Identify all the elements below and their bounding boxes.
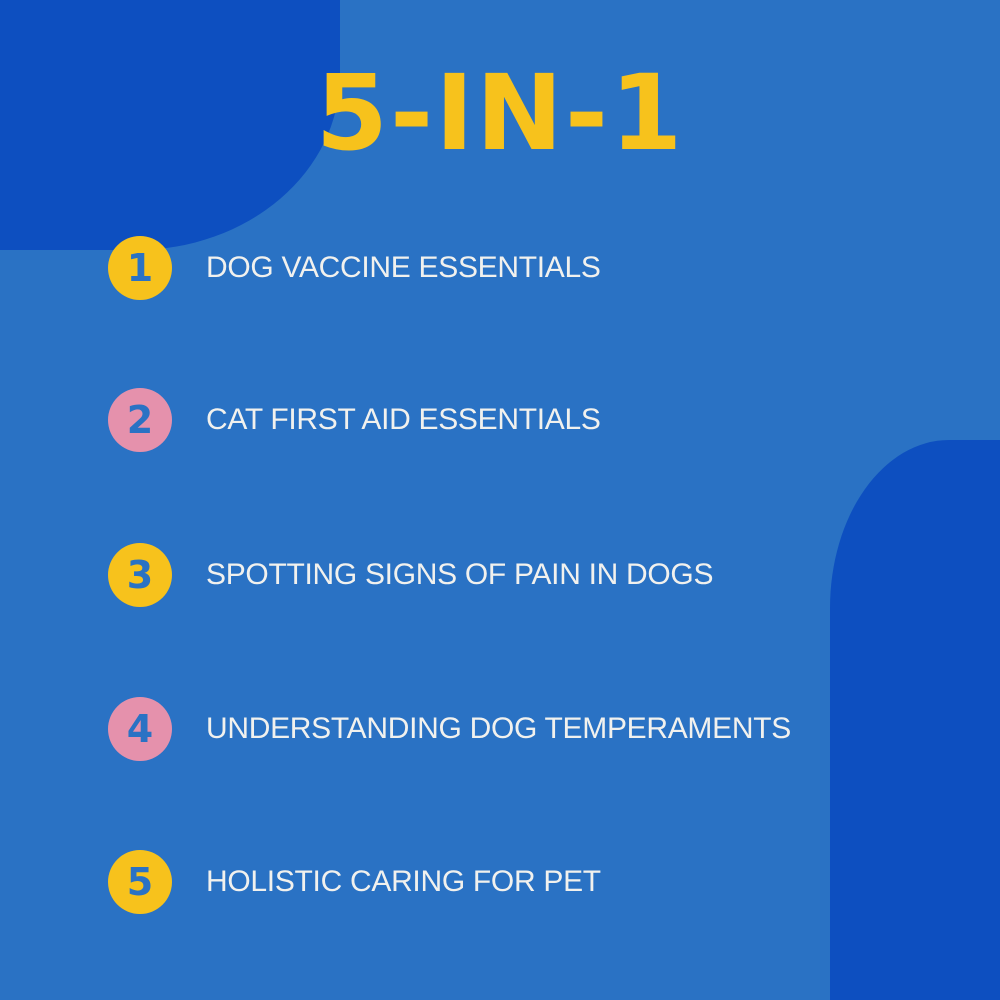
page-title: 5-IN-1 bbox=[315, 52, 685, 174]
number-badge: 1 bbox=[108, 236, 172, 300]
list-item: 2 CAT FIRST AID ESSENTIALS bbox=[108, 388, 968, 452]
list-item: 4 UNDERSTANDING DOG TEMPERAMENTS bbox=[108, 697, 968, 761]
number-badge: 4 bbox=[108, 697, 172, 761]
list-item: 5 HOLISTIC CARING FOR PET bbox=[108, 850, 968, 914]
list-item-label: CAT FIRST AID ESSENTIALS bbox=[206, 403, 601, 436]
list-item: 1 DOG VACCINE ESSENTIALS bbox=[108, 236, 968, 300]
list-item-label: UNDERSTANDING DOG TEMPERAMENTS bbox=[206, 712, 791, 745]
list-item: 3 SPOTTING SIGNS OF PAIN IN DOGS bbox=[108, 543, 968, 607]
list-item-label: DOG VACCINE ESSENTIALS bbox=[206, 251, 601, 284]
number-badge: 3 bbox=[108, 543, 172, 607]
number-badge: 2 bbox=[108, 388, 172, 452]
list-item-label: SPOTTING SIGNS OF PAIN IN DOGS bbox=[206, 558, 714, 591]
background-shape-bottom-right bbox=[830, 440, 1000, 1000]
list-item-label: HOLISTIC CARING FOR PET bbox=[206, 865, 601, 898]
number-badge: 5 bbox=[108, 850, 172, 914]
